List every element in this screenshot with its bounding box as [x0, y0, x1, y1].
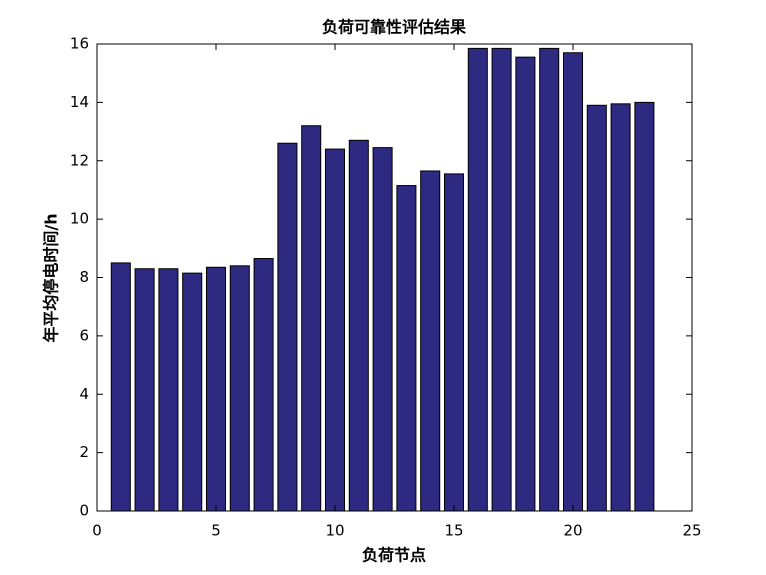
y-tick-label: 8 — [79, 268, 89, 286]
x-tick-label: 25 — [682, 522, 701, 540]
bar — [182, 272, 203, 512]
bar — [253, 258, 274, 512]
bar — [229, 265, 250, 512]
bar — [324, 148, 346, 512]
y-tick-label: 0 — [79, 502, 89, 520]
bar — [110, 262, 131, 512]
bar — [634, 101, 655, 512]
x-tick-label: 10 — [325, 522, 344, 540]
x-tick-label: 15 — [444, 522, 463, 540]
y-axis-label: 年平均停电时间/h — [42, 213, 61, 342]
bar — [205, 266, 227, 512]
y-tick-label: 4 — [79, 385, 89, 403]
bar — [277, 142, 298, 512]
y-tick-label: 2 — [79, 443, 89, 461]
bar — [515, 56, 536, 512]
bar — [562, 52, 584, 512]
x-tick-label: 5 — [211, 522, 221, 540]
bar — [539, 47, 560, 512]
y-tick-label: 6 — [79, 326, 89, 344]
bar — [420, 170, 441, 512]
bar — [491, 47, 512, 512]
x-tick-label: 0 — [92, 522, 102, 540]
bar — [372, 147, 393, 512]
bar — [134, 268, 155, 512]
bar — [396, 185, 417, 512]
y-tick-label: 10 — [70, 210, 89, 228]
y-tick-label: 14 — [70, 93, 89, 111]
bar — [443, 173, 465, 512]
x-tick-label: 20 — [563, 522, 582, 540]
x-axis-label: 负荷节点 — [362, 546, 426, 565]
bar — [610, 103, 631, 512]
y-tick-label: 16 — [70, 35, 89, 53]
bar — [348, 139, 369, 512]
bar — [301, 125, 322, 512]
bar — [467, 47, 488, 512]
bar — [158, 268, 179, 512]
chart-title: 负荷可靠性评估结果 — [322, 18, 466, 37]
y-tick-label: 12 — [70, 151, 89, 169]
bar — [586, 104, 607, 512]
